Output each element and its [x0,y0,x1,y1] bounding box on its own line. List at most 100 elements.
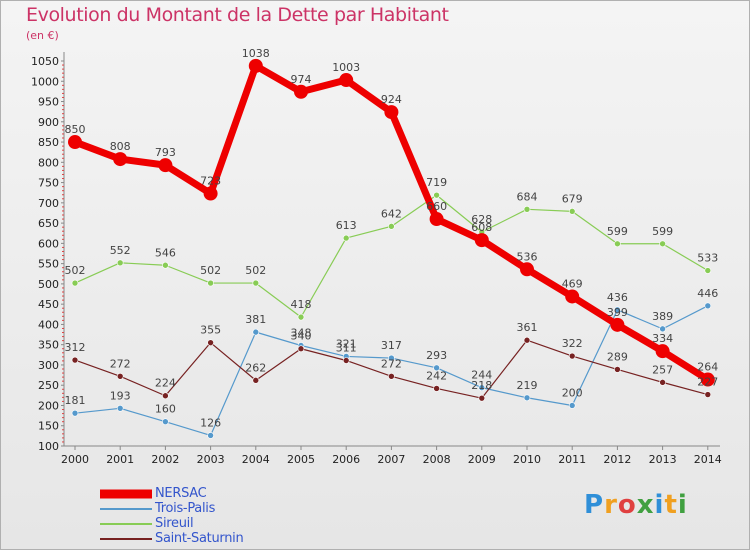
logo-letter: i [677,490,688,520]
legend-label: Saint-Saturnin [155,531,244,546]
data-label-nersac: 793 [155,146,176,159]
y-tick-label: 600 [38,237,59,250]
data-label-trois-palis: 389 [652,310,673,323]
logo-letter: i [654,490,665,520]
y-tick-label: 150 [38,420,59,433]
data-label-sireuil: 628 [471,213,492,226]
chart-data-labels: 181 193 160 126 381 348 321 317 293 244 219 200 436 3… [65,47,719,430]
point-trois-palis [433,364,440,372]
y-tick-label: 700 [38,197,59,210]
x-tick-label: 2010 [513,453,541,466]
x-tick-label: 2005 [287,453,315,466]
y-tick-label: 650 [38,217,59,230]
point-trois-palis [388,354,395,362]
proxiti-logo: Proxiti [584,490,688,520]
point-nersac [520,262,534,277]
point-saint-saturnin [388,372,395,380]
data-label-trois-palis: 160 [155,403,176,416]
data-label-nersac: 608 [471,221,492,234]
data-label-sireuil: 418 [291,298,312,311]
x-tick-label: 2009 [468,453,496,466]
legend-item-nersac: NERSAC [100,486,340,501]
point-saint-saturnin [614,366,621,373]
data-label-trois-palis: 321 [336,337,357,350]
y-tick-label: 900 [38,116,59,129]
data-label-saint-saturnin: 227 [697,376,718,389]
point-sireuil [252,279,260,287]
y-tick-label: 400 [38,318,59,331]
logo-letter: r [604,490,618,520]
point-saint-saturnin [342,357,350,364]
data-label-saint-saturnin: 257 [652,363,673,376]
data-label-sireuil: 599 [607,225,628,238]
point-trois-palis [478,384,486,391]
data-label-sireuil: 502 [245,264,266,277]
point-sireuil [523,206,531,213]
data-label-saint-saturnin: 262 [245,361,266,374]
legend-swatch [100,489,152,498]
data-label-nersac: 723 [200,175,221,188]
data-label-nersac: 469 [562,277,583,290]
point-nersac [384,105,399,120]
data-label-nersac: 264 [697,361,718,374]
data-label-nersac: 660 [426,200,447,213]
point-saint-saturnin [704,391,712,398]
legend-item-trois-palis: Trois-Palis [100,501,340,516]
point-nersac [700,372,715,387]
point-saint-saturnin [433,385,440,392]
point-trois-palis [704,302,712,310]
point-trois-palis [162,418,169,425]
y-tick-label: 300 [38,359,59,372]
chart-series [68,58,715,439]
data-label-nersac: 924 [381,93,402,106]
point-saint-saturnin [207,339,214,346]
point-nersac [474,233,489,248]
point-nersac [203,186,218,201]
data-label-nersac: 850 [65,123,86,136]
y-tick-label: 1050 [31,55,59,68]
chart-subtitle: (en €) [26,29,59,42]
y-tick-label: 800 [38,156,59,169]
legend-swatch [100,537,152,540]
legend-label: Sireuil [155,516,194,531]
data-label-trois-palis: 126 [200,416,221,429]
data-label-nersac: 399 [607,306,628,319]
point-nersac [158,158,173,173]
logo-letter: t [664,490,678,520]
legend-label: NERSAC [155,486,207,501]
data-label-trois-palis: 381 [245,313,266,326]
data-label-saint-saturnin: 340 [291,330,312,343]
point-nersac [655,344,670,359]
data-label-saint-saturnin: 311 [336,341,357,354]
point-saint-saturnin [162,392,169,400]
data-label-nersac: 334 [652,332,673,345]
x-tick-label: 2008 [423,453,451,466]
data-label-sireuil: 613 [336,219,357,232]
point-sireuil [659,240,666,248]
y-tick-label: 550 [38,258,59,271]
data-label-trois-palis: 293 [426,349,447,362]
x-tick-label: 2006 [332,453,360,466]
point-trois-palis [614,306,621,314]
data-label-saint-saturnin: 218 [471,379,492,392]
data-label-nersac: 1003 [332,61,360,74]
point-saint-saturnin [252,377,260,384]
point-sireuil [388,223,395,230]
data-label-sireuil: 679 [562,192,583,205]
point-nersac [248,58,263,73]
data-label-saint-saturnin: 355 [200,324,221,337]
data-label-saint-saturnin: 242 [426,369,447,382]
x-tick-label: 2014 [694,453,722,466]
x-tick-label: 2011 [558,453,586,466]
x-tick-label: 2004 [242,453,270,466]
legend-item-sireuil: Sireuil [100,516,340,531]
data-label-saint-saturnin: 312 [65,341,86,354]
y-tick-label: 200 [38,399,59,412]
data-label-trois-palis: 219 [517,379,538,392]
point-trois-palis [568,402,576,409]
data-label-trois-palis: 193 [110,389,131,402]
data-label-nersac: 808 [110,140,131,153]
point-trois-palis [207,432,214,439]
y-tick-label: 950 [38,96,59,109]
point-nersac [339,73,354,88]
